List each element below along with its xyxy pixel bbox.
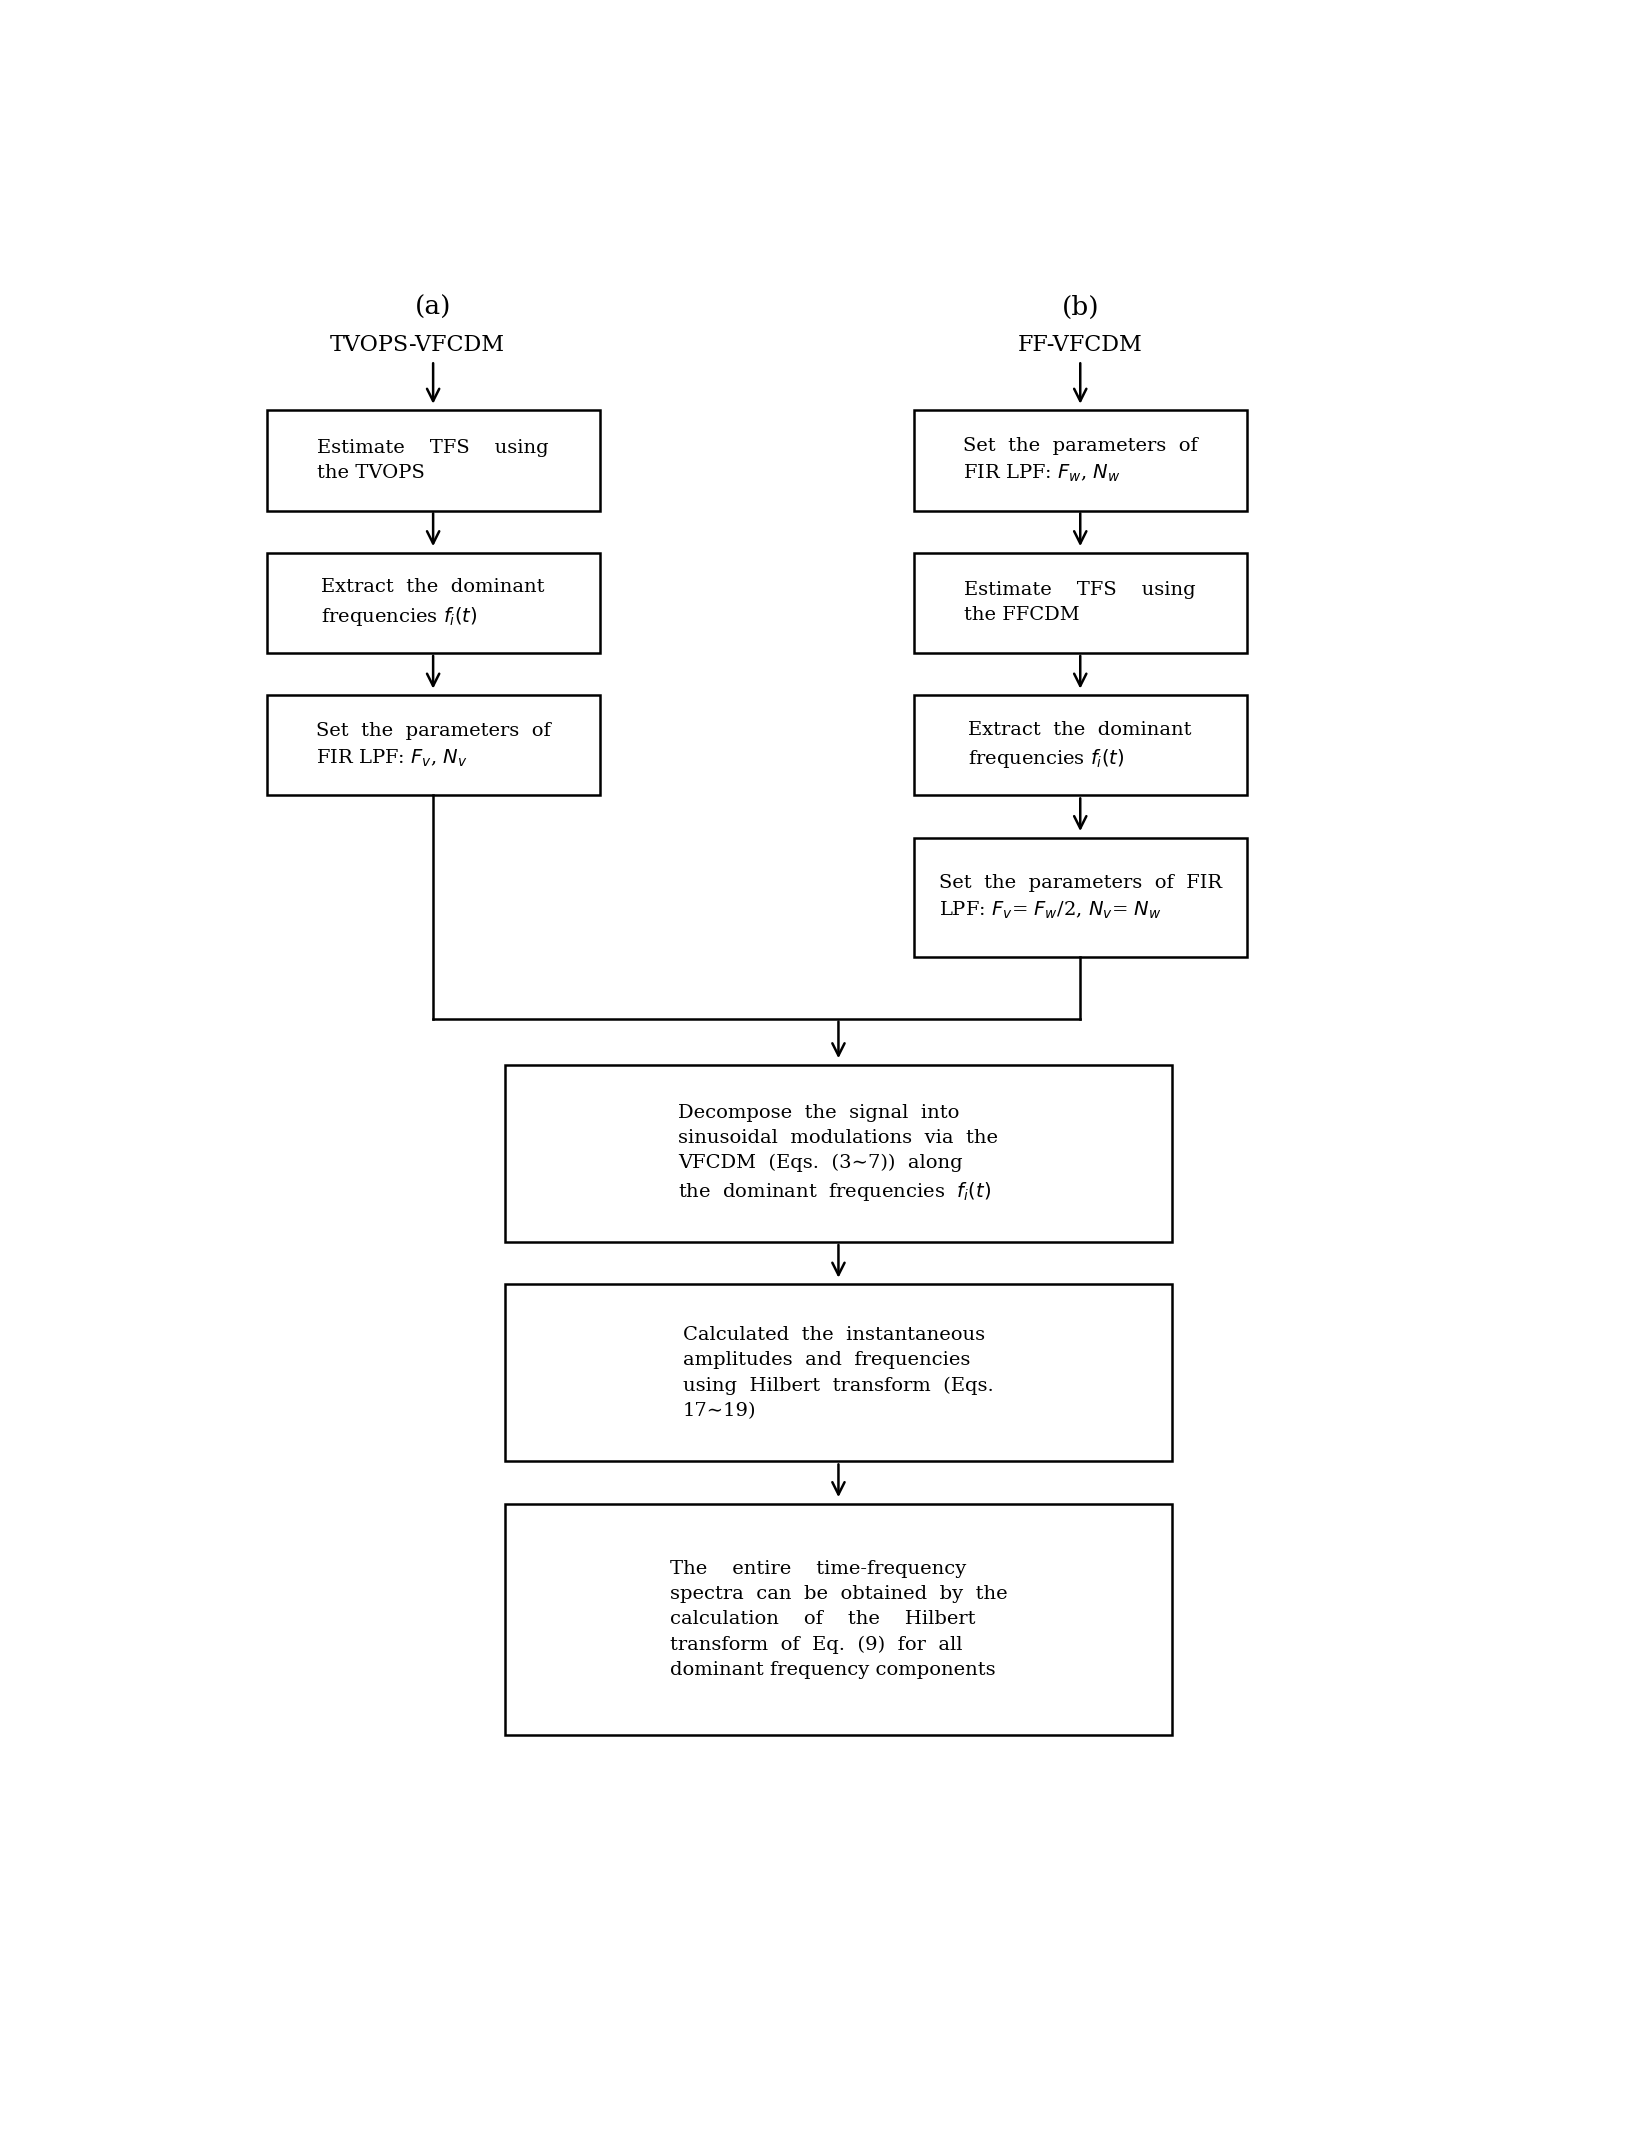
Bar — [913, 410, 1247, 511]
Bar — [913, 553, 1247, 654]
Text: Estimate    TFS    using
the TVOPS: Estimate TFS using the TVOPS — [317, 438, 550, 483]
Bar — [506, 1504, 1171, 1735]
Text: Extract  the  dominant
frequencies $f_i(t)$: Extract the dominant frequencies $f_i(t)… — [969, 720, 1193, 769]
Text: Extract  the  dominant
frequencies $f_i(t)$: Extract the dominant frequencies $f_i(t)… — [321, 579, 545, 628]
Text: (b): (b) — [1062, 295, 1099, 321]
Bar — [267, 553, 600, 654]
Text: Set  the  parameters  of
FIR LPF: $F_w$, $N_w$: Set the parameters of FIR LPF: $F_w$, $N… — [964, 436, 1198, 485]
Text: The    entire    time-frequency
spectra  can  be  obtained  by  the
calculation : The entire time-frequency spectra can be… — [669, 1560, 1008, 1678]
Text: Set  the  parameters  of  FIR
LPF: $F_v$= $F_w$/2, $N_v$= $N_w$: Set the parameters of FIR LPF: $F_v$= $F… — [939, 874, 1222, 921]
Text: Set  the  parameters  of
FIR LPF: $F_v$, $N_v$: Set the parameters of FIR LPF: $F_v$, $N… — [316, 722, 550, 769]
Text: Calculated  the  instantaneous
amplitudes  and  frequencies
using  Hilbert  tran: Calculated the instantaneous amplitudes … — [684, 1327, 993, 1419]
Bar — [506, 1284, 1171, 1462]
Text: FF-VFCDM: FF-VFCDM — [1018, 333, 1142, 357]
Bar — [267, 695, 600, 795]
Text: TVOPS-VFCDM: TVOPS-VFCDM — [330, 333, 506, 357]
Bar — [506, 1064, 1171, 1242]
Text: (a): (a) — [416, 295, 452, 321]
Bar — [913, 838, 1247, 957]
Text: Decompose  the  signal  into
sinusoidal  modulations  via  the
VFCDM  (Eqs.  (3∼: Decompose the signal into sinusoidal mod… — [679, 1103, 998, 1203]
Text: Estimate    TFS    using
the FFCDM: Estimate TFS using the FFCDM — [965, 581, 1196, 624]
Bar — [267, 410, 600, 511]
Bar — [913, 695, 1247, 795]
